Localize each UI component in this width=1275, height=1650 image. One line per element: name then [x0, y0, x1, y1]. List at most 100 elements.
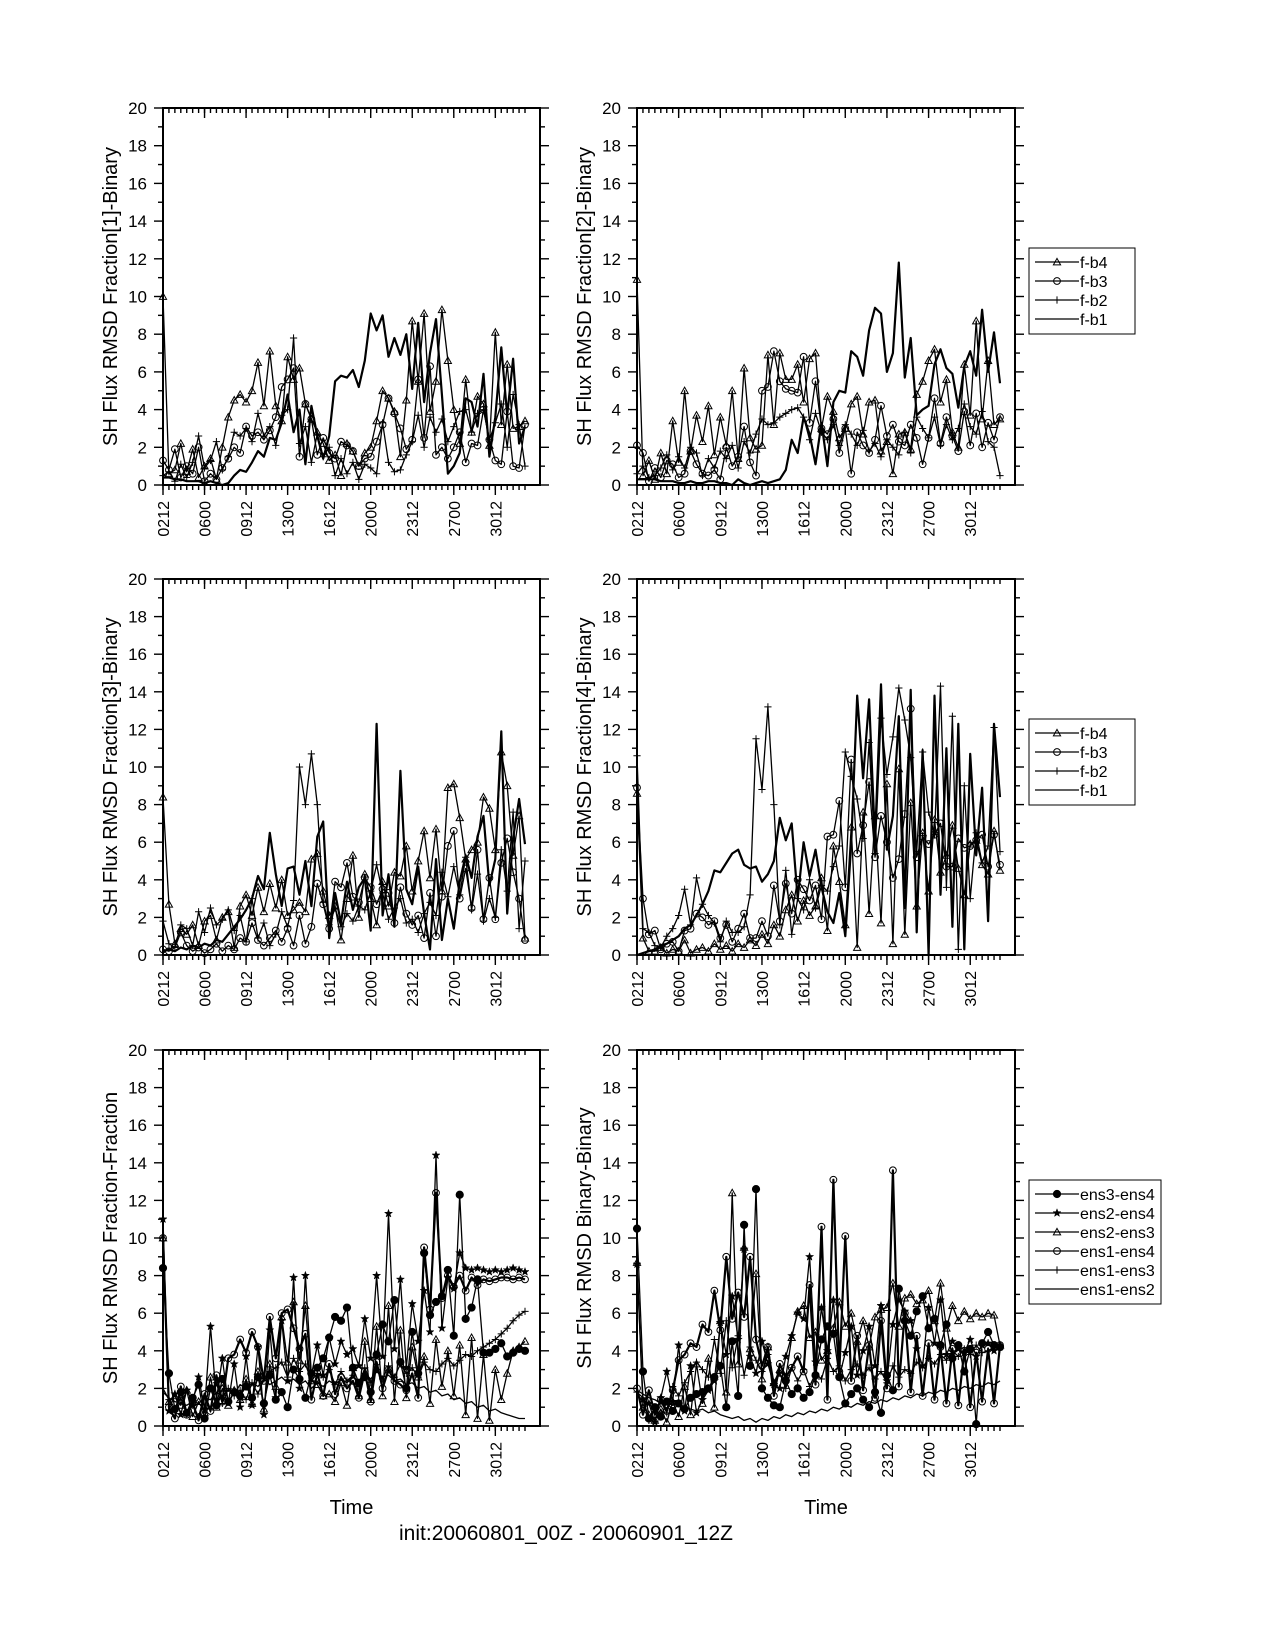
legend-label: ens3-ens4	[1080, 1187, 1155, 1204]
data-point	[781, 879, 790, 888]
data-point	[894, 1382, 903, 1391]
data-point	[313, 450, 322, 459]
x-tick-label: 3012	[963, 501, 980, 537]
data-point	[508, 1346, 518, 1355]
y-tick-label: 4	[612, 871, 621, 890]
data-point	[343, 470, 351, 478]
data-point	[336, 1336, 346, 1346]
data-point	[960, 400, 968, 408]
y-tick-label: 16	[602, 645, 621, 664]
data-point	[829, 863, 837, 871]
data-point	[383, 1208, 394, 1218]
data-point	[990, 1343, 998, 1351]
data-point	[763, 1393, 773, 1402]
data-point	[877, 811, 885, 820]
data-point	[948, 436, 956, 444]
data-point	[834, 877, 844, 886]
data-point	[372, 900, 381, 909]
data-point	[960, 1345, 968, 1353]
data-point	[853, 1384, 862, 1393]
data-point	[176, 1400, 186, 1409]
data-point	[390, 468, 399, 476]
data-point	[455, 1340, 465, 1349]
data-point	[871, 849, 879, 858]
data-point	[745, 1344, 755, 1353]
data-point	[188, 469, 197, 478]
y-tick-label: 18	[128, 137, 147, 156]
data-point	[668, 944, 678, 953]
data-point	[936, 441, 945, 450]
data-point	[177, 921, 185, 929]
data-point	[449, 827, 458, 835]
data-point	[865, 1341, 873, 1350]
legend-marker	[1052, 1227, 1062, 1236]
data-point	[461, 458, 470, 467]
data-point	[254, 1390, 262, 1398]
data-point	[336, 935, 346, 944]
data-point	[473, 1347, 482, 1355]
data-point	[479, 792, 488, 801]
data-point	[704, 1328, 713, 1336]
data-point	[170, 465, 180, 474]
y-tick-label: 16	[128, 645, 147, 664]
legend-marker	[1053, 277, 1061, 285]
data-point	[266, 1367, 274, 1376]
data-point	[456, 407, 464, 416]
data-point	[372, 920, 382, 929]
series-f-b2	[633, 682, 1004, 953]
x-tick-label: 1612	[797, 971, 814, 1007]
data-point	[515, 894, 523, 903]
data-point	[259, 1409, 269, 1419]
data-point	[497, 1330, 505, 1338]
data-point	[200, 1414, 209, 1423]
data-point	[829, 1175, 838, 1184]
data-point	[182, 462, 191, 471]
series-line-ens1-ens3	[162, 1310, 526, 1418]
chart-panel-3: 0 2 4 6 8 10 12 14 16 18 20 0212 0600 0912 1300 1612 200…	[100, 570, 549, 1007]
data-point	[420, 443, 428, 451]
data-point	[502, 1265, 512, 1275]
data-point	[396, 895, 404, 903]
data-point	[740, 1371, 748, 1379]
data-point	[834, 1372, 845, 1382]
data-point	[918, 376, 928, 385]
data-point	[360, 1313, 370, 1323]
data-point	[817, 1222, 826, 1231]
data-point	[230, 428, 238, 436]
series-line-f-b3	[636, 350, 1001, 482]
legend-label: f-b3	[1080, 274, 1108, 291]
data-point	[407, 1298, 417, 1308]
data-point	[336, 1316, 346, 1325]
data-point	[983, 1308, 993, 1317]
data-point	[164, 899, 174, 908]
data-point	[437, 305, 447, 314]
data-point	[752, 1356, 760, 1364]
y-tick-label: 10	[128, 288, 147, 307]
data-point	[681, 464, 689, 472]
data-point	[283, 375, 292, 384]
y-tick-label: 20	[602, 1041, 621, 1060]
data-point	[686, 443, 695, 451]
data-point	[342, 1400, 352, 1409]
data-point	[989, 420, 999, 429]
data-point	[514, 1265, 524, 1275]
figure-caption: init:20060801_00Z - 20060901_12Z	[399, 1522, 733, 1545]
data-point	[230, 945, 239, 954]
data-point	[319, 898, 327, 906]
data-point	[218, 915, 226, 923]
data-point	[781, 374, 791, 383]
data-point	[674, 473, 683, 482]
data-point	[977, 1340, 987, 1350]
data-point	[822, 925, 832, 934]
data-point	[431, 376, 441, 385]
data-point	[941, 1323, 951, 1332]
data-point	[787, 374, 797, 383]
data-point	[721, 1387, 731, 1396]
data-point	[793, 875, 802, 884]
legend-marker	[1052, 1189, 1062, 1199]
data-point	[467, 845, 477, 854]
data-point	[632, 1257, 642, 1266]
x-tick-label: 0600	[672, 1442, 689, 1478]
data-point	[301, 1329, 310, 1338]
